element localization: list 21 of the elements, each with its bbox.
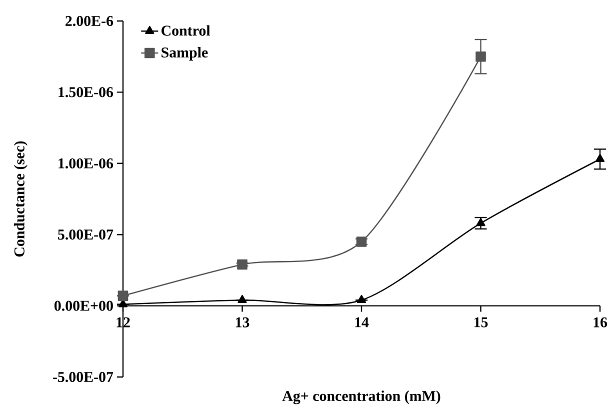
x-axis-title: Ag+ concentration (mM) xyxy=(282,390,440,404)
point xyxy=(118,290,128,301)
legend-label: Control xyxy=(162,25,210,36)
point xyxy=(237,259,248,270)
y-tick-label: 1.00E-06 xyxy=(58,158,114,168)
x-tick-label: 16 xyxy=(594,317,608,328)
point xyxy=(476,51,486,62)
y-tick-label: 5.00E-07 xyxy=(58,230,114,240)
y-tick-label: -5.00E-07 xyxy=(53,372,114,382)
point xyxy=(238,294,247,303)
y-tick-label: 0.00E+00 xyxy=(54,300,113,311)
point xyxy=(595,154,605,162)
y-tick-label: 2.00E-6 xyxy=(66,16,114,26)
legend-label: Sample xyxy=(162,47,208,61)
x-tick-label: 15 xyxy=(474,317,488,328)
y-tick-label: 1.50E-06 xyxy=(58,87,114,98)
y-axis-title: Conductance (sec) xyxy=(14,141,28,257)
point xyxy=(356,294,366,303)
point xyxy=(476,218,486,226)
x-tick-label: 14 xyxy=(355,317,369,328)
x-tick-label: 13 xyxy=(236,317,250,328)
